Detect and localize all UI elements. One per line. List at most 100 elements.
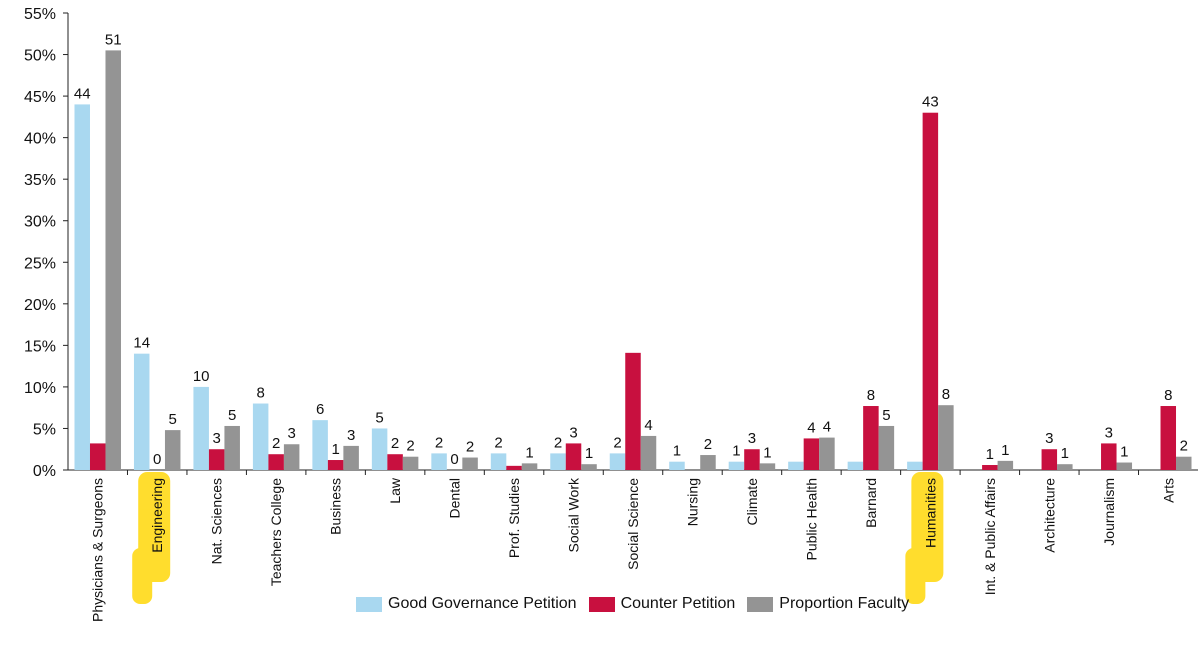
data-label-counter-petition-law: 2: [391, 435, 399, 452]
x-tick-label-journalism: Journalism: [1101, 478, 1117, 546]
bar-proportion-faculty-journalism: [1116, 462, 1133, 470]
data-label-counter-petition-dental: 0: [450, 451, 458, 468]
y-tick-label: 35%: [24, 172, 56, 189]
data-label-good-governance-petition-law: 5: [375, 409, 383, 426]
data-label-counter-petition-social-work: 3: [569, 424, 577, 441]
bar-proportion-faculty-physicians-and-surgeons: [105, 50, 121, 471]
bar-good-governance-petition-public-health: [788, 461, 804, 470]
legend-swatch-proportion-faculty: [747, 596, 774, 612]
data-label-good-governance-petition-physicians-and-surgeons: 44: [74, 85, 91, 102]
legend-swatch-good-governance: [356, 596, 382, 612]
legend-label-good-governance: Good Governance Petition: [388, 595, 577, 612]
x-tick-label-architecture: Architecture: [1041, 478, 1057, 553]
x-tick-label-law: Law: [387, 477, 403, 504]
bar-good-governance-petition-nat-sciences: [193, 386, 209, 470]
bar-good-governance-petition-climate: [728, 461, 745, 470]
data-label-proportion-faculty-nursing: 2: [704, 436, 712, 453]
bar-proportion-faculty-social-work: [581, 464, 597, 470]
x-tick-label-nursing: Nursing: [684, 478, 700, 526]
x-tick-label-barnard: Barnard: [863, 478, 879, 528]
bar-proportion-faculty-climate: [759, 463, 776, 470]
y-tick-label: 20%: [24, 297, 56, 314]
y-tick-label: 45%: [24, 89, 56, 106]
data-label-good-governance-petition-social-work: 2: [554, 434, 562, 451]
data-label-good-governance-petition-engineering: 14: [133, 335, 150, 352]
bar-proportion-faculty-prof-studies: [521, 463, 538, 470]
bar-counter-petition-social-work: [565, 443, 582, 470]
data-label-counter-petition-humanities: 43: [922, 94, 939, 111]
data-label-good-governance-petition-teachers-college: 8: [256, 385, 264, 402]
data-label-good-governance-petition-social-science: 2: [613, 434, 621, 451]
data-label-proportion-faculty-social-work: 1: [585, 445, 593, 462]
data-label-counter-petition-barnard: 8: [867, 387, 875, 404]
legend-swatch-counter-petition: [588, 596, 615, 612]
bar-counter-petition-architecture: [1041, 449, 1058, 470]
bar-counter-petition-nat-sciences: [208, 449, 225, 470]
data-label-proportion-faculty-architecture: 1: [1061, 445, 1069, 462]
x-tick-label-prof-studies: Prof. Studies: [506, 478, 522, 558]
data-label-good-governance-petition-nursing: 1: [673, 443, 681, 460]
bar-good-governance-petition-law: [371, 428, 388, 470]
bar-counter-petition-law: [387, 454, 403, 470]
bar-counter-petition-social-science: [625, 352, 641, 470]
data-label-proportion-faculty-law: 2: [406, 438, 414, 455]
bar-proportion-faculty-architecture: [1057, 464, 1073, 470]
data-label-proportion-faculty-journalism: 1: [1120, 444, 1128, 461]
bar-proportion-faculty-law: [402, 456, 419, 470]
data-label-good-governance-petition-climate: 1: [732, 443, 740, 460]
bar-counter-petition-climate: [744, 449, 760, 470]
data-label-proportion-faculty-physicians-and-surgeons: 51: [105, 31, 122, 48]
bar-counter-petition-physicians-and-surgeons: [89, 443, 106, 470]
y-tick-label: 10%: [24, 380, 56, 397]
legend-label-proportion-faculty: Proportion Faculty: [779, 595, 910, 612]
bar-counter-petition-prof-studies: [506, 465, 522, 470]
data-label-counter-petition-engineering: 0: [153, 451, 161, 468]
bar-good-governance-petition-humanities: [907, 461, 923, 470]
data-label-counter-petition-business: 1: [331, 441, 339, 458]
bar-good-governance-petition-teachers-college: [252, 403, 269, 470]
data-label-proportion-faculty-humanities: 8: [942, 386, 950, 403]
x-tick-label-physicians-and-surgeons: Physicians & Surgeons: [90, 478, 106, 622]
data-label-counter-petition-public-health: 4: [807, 419, 815, 436]
data-label-proportion-faculty-arts: 2: [1180, 438, 1188, 455]
bar-proportion-faculty-engineering: [164, 430, 181, 470]
highlight-mark-tail: [905, 548, 926, 604]
x-tick-label-engineering: Engineering: [149, 478, 165, 553]
bar-counter-petition-public-health: [803, 438, 820, 470]
y-tick-label: 25%: [24, 255, 56, 272]
bar-proportion-faculty-teachers-college: [283, 444, 300, 470]
data-label-good-governance-petition-prof-studies: 2: [494, 434, 502, 451]
bar-good-governance-petition-social-work: [550, 453, 566, 470]
data-label-counter-petition-nat-sciences: 3: [213, 430, 221, 447]
y-tick-label: 40%: [24, 131, 56, 148]
data-label-proportion-faculty-business: 3: [347, 427, 355, 444]
data-label-proportion-faculty-engineering: 5: [169, 411, 177, 428]
x-tick-label-social-science: Social Science: [625, 478, 641, 570]
x-tick-label-nat-sciences: Nat. Sciences: [209, 478, 225, 564]
bar-counter-petition-int-and-public-affairs: [982, 465, 998, 470]
data-label-good-governance-petition-business: 6: [316, 401, 324, 418]
data-label-proportion-faculty-climate: 1: [763, 444, 771, 461]
bar-proportion-faculty-business: [343, 445, 359, 470]
x-tick-label-arts: Arts: [1160, 478, 1176, 503]
legend-item-good-governance: Good Governance Petition: [356, 595, 577, 613]
data-label-proportion-faculty-public-health: 4: [823, 419, 831, 436]
y-tick-label: 5%: [33, 421, 56, 438]
y-tick-label: 50%: [24, 48, 56, 65]
y-tick-label: 15%: [24, 338, 56, 355]
bar-good-governance-petition-engineering: [133, 353, 150, 470]
x-tick-label-humanities: Humanities: [922, 478, 938, 548]
data-label-counter-petition-arts: 8: [1164, 387, 1172, 404]
bar-good-governance-petition-barnard: [847, 461, 864, 470]
data-label-proportion-faculty-nat-sciences: 5: [228, 407, 236, 424]
bar-good-governance-petition-dental: [431, 453, 447, 470]
data-label-counter-petition-int-and-public-affairs: 1: [986, 446, 994, 463]
bar-proportion-faculty-humanities: [938, 405, 954, 470]
bar-counter-petition-humanities: [922, 112, 939, 470]
data-label-proportion-faculty-barnard: 5: [882, 407, 890, 424]
data-label-counter-petition-teachers-college: 2: [272, 435, 280, 452]
y-tick-label: 30%: [24, 214, 56, 231]
x-tick-label-public-health: Public Health: [803, 478, 819, 561]
